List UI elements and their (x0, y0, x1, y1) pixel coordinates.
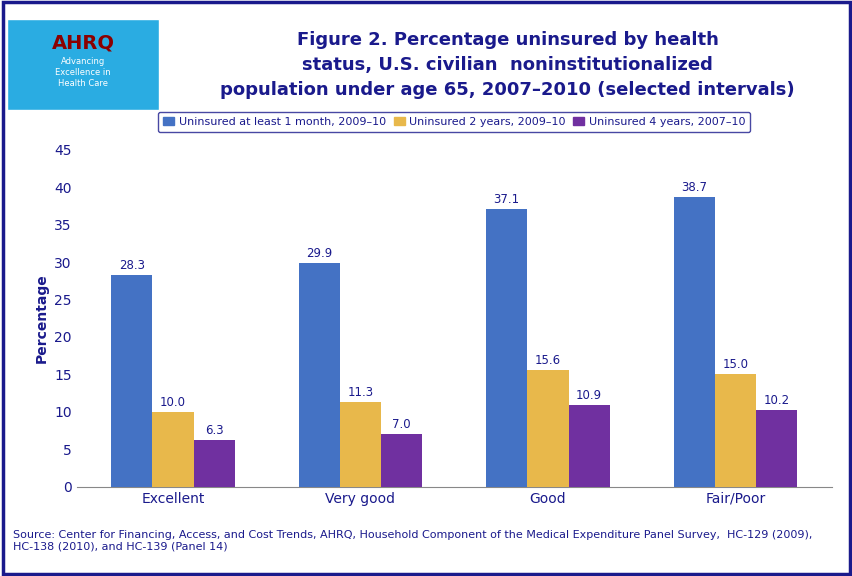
Y-axis label: Percentage: Percentage (35, 274, 49, 363)
Text: 10.0: 10.0 (160, 396, 186, 409)
Bar (714, 374, 755, 487)
Bar (527, 370, 568, 487)
Text: Advancing
Excellence in
Health Care: Advancing Excellence in Health Care (55, 57, 111, 89)
Bar (381, 434, 422, 487)
Text: AHRQ: AHRQ (52, 33, 114, 52)
Bar (755, 410, 797, 487)
Text: 10.2: 10.2 (763, 395, 789, 407)
Bar (339, 402, 381, 487)
Text: 6.3: 6.3 (204, 423, 223, 437)
Text: Figure 2. Percentage uninsured by health
status, U.S. civilian  noninstitutional: Figure 2. Percentage uninsured by health… (220, 31, 794, 99)
Bar (568, 405, 609, 487)
Text: 15.6: 15.6 (534, 354, 561, 367)
Bar (111, 275, 153, 487)
Text: 38.7: 38.7 (681, 181, 706, 194)
Text: 29.9: 29.9 (306, 247, 332, 260)
Text: 28.3: 28.3 (118, 259, 145, 272)
Bar (153, 412, 193, 487)
Text: 10.9: 10.9 (575, 389, 602, 402)
Bar (193, 439, 234, 487)
Text: 11.3: 11.3 (347, 386, 373, 399)
Bar (486, 209, 527, 487)
Text: 7.0: 7.0 (392, 418, 411, 431)
Bar (673, 197, 714, 487)
Bar (298, 263, 339, 487)
Text: Source: Center for Financing, Access, and Cost Trends, AHRQ, Household Component: Source: Center for Financing, Access, an… (13, 530, 811, 552)
Text: 37.1: 37.1 (493, 193, 519, 206)
Text: 15.0: 15.0 (722, 358, 747, 372)
Legend: Uninsured at least 1 month, 2009–10, Uninsured 2 years, 2009–10, Uninsured 4 yea: Uninsured at least 1 month, 2009–10, Uni… (158, 112, 750, 132)
